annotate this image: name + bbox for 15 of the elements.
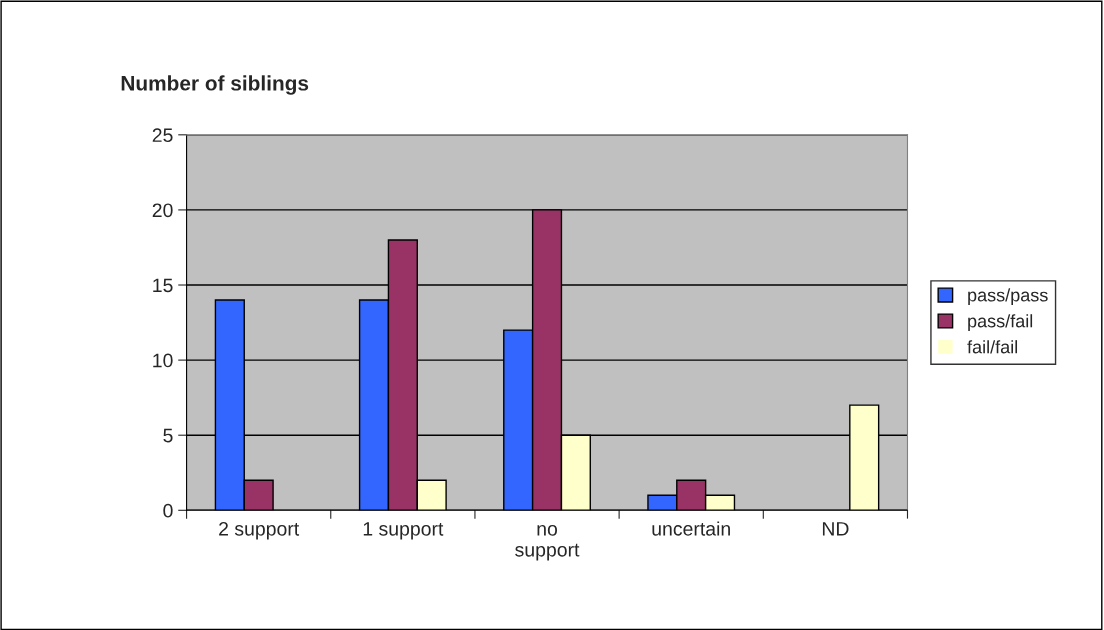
x-tick-label: no support: [515, 525, 580, 561]
y-tick-label: 5: [163, 428, 173, 443]
x-tick-label: uncertain: [652, 521, 730, 536]
y-tick-label: 0: [163, 503, 173, 518]
chart-title: Number of siblings: [121, 75, 309, 95]
legend-label: pass/fail: [968, 314, 1033, 332]
y-tick-label: 20: [152, 203, 173, 218]
legend-label: fail/fail: [967, 340, 1018, 354]
y-tick-label: 10: [153, 353, 173, 368]
y-tick-label: 25: [152, 128, 173, 143]
x-tick-label: 2 support: [219, 521, 300, 540]
y-tick-label: 15: [153, 278, 173, 293]
x-tick-label: ND: [822, 522, 849, 536]
legend-label: pass/pass: [968, 288, 1048, 306]
x-tick-label: 1 support: [363, 522, 444, 540]
